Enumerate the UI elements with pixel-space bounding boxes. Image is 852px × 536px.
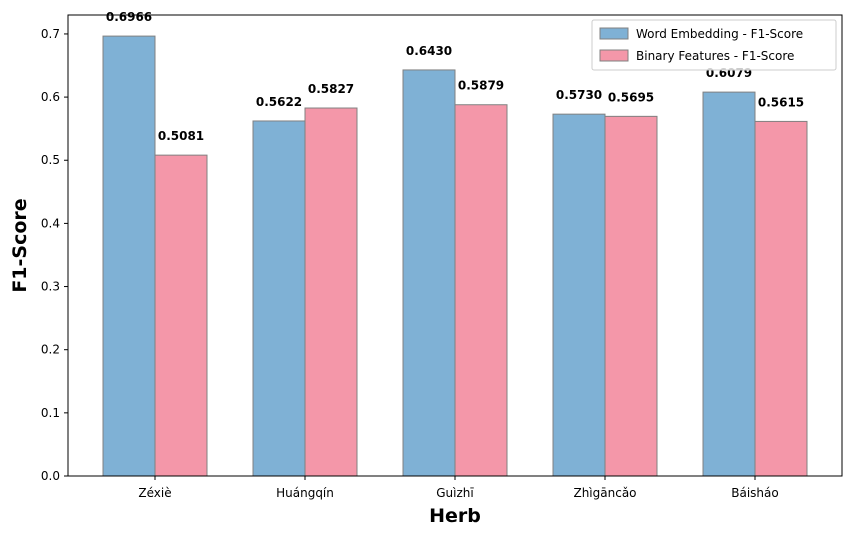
y-tick-label: 0.1: [41, 406, 60, 420]
bars-layer: [102, 35, 808, 477]
bar-binary-features-1: [304, 107, 358, 477]
data-label-word-embedding-1: 0.5622: [256, 95, 302, 109]
bar-word-embedding-0: [102, 35, 156, 477]
legend-label-binary-features: Binary Features - F1-Score: [636, 49, 794, 63]
x-tick-label: Huángqín: [276, 486, 334, 500]
x-axis-ticks: Zéxiè Huángqín Guìzhī Zhìgāncǎo Báisháo: [138, 476, 779, 500]
y-axis-ticks: 0.0 0.1 0.2 0.3 0.4 0.5 0.6 0.7: [41, 27, 68, 483]
y-tick-label: 0.6: [41, 90, 60, 104]
data-label-binary-features-2: 0.5879: [458, 79, 504, 93]
data-label-word-embedding-2: 0.6430: [406, 44, 452, 58]
bar-binary-features-0: [154, 154, 208, 477]
bar-binary-features-3: [604, 115, 658, 477]
legend-box: [591, 19, 837, 71]
x-axis-title: Herb: [429, 505, 481, 527]
data-label-word-embedding-0: 0.6966: [106, 10, 152, 24]
legend-label-word-embedding: Word Embedding - F1-Score: [636, 27, 803, 41]
data-label-binary-features-4: 0.5615: [758, 95, 804, 109]
x-tick-label: Báisháo: [731, 486, 778, 500]
x-tick-label: Zhìgāncǎo: [573, 486, 636, 500]
data-label-word-embedding-3: 0.5730: [556, 88, 602, 102]
y-tick-label: 0.3: [41, 280, 60, 294]
y-tick-label: 0.5: [41, 153, 60, 167]
y-tick-label: 0.4: [41, 216, 60, 230]
bar-word-embedding-2: [402, 69, 456, 477]
y-tick-label: 0.7: [41, 27, 60, 41]
bar-word-embedding-1: [252, 120, 306, 477]
data-label-binary-features-0: 0.5081: [158, 129, 204, 143]
x-tick-label: Zéxiè: [138, 486, 171, 500]
y-axis-title: F1-Score: [9, 198, 31, 292]
bar-binary-features-2: [454, 104, 508, 477]
y-tick-label: 0.2: [41, 343, 60, 357]
bar-word-embedding-3: [552, 113, 606, 477]
legend-swatch-binary-features: [599, 49, 629, 62]
bar-word-embedding-4: [702, 91, 756, 477]
bar-binary-features-4: [754, 120, 808, 477]
data-label-binary-features-3: 0.5695: [608, 90, 654, 104]
legend: Word Embedding - F1-Score Binary Features…: [591, 19, 837, 71]
y-tick-label: 0.0: [41, 469, 60, 483]
legend-swatch-word-embedding: [599, 27, 629, 40]
data-label-binary-features-1: 0.5827: [308, 82, 354, 96]
x-tick-label: Guìzhī: [436, 486, 474, 500]
